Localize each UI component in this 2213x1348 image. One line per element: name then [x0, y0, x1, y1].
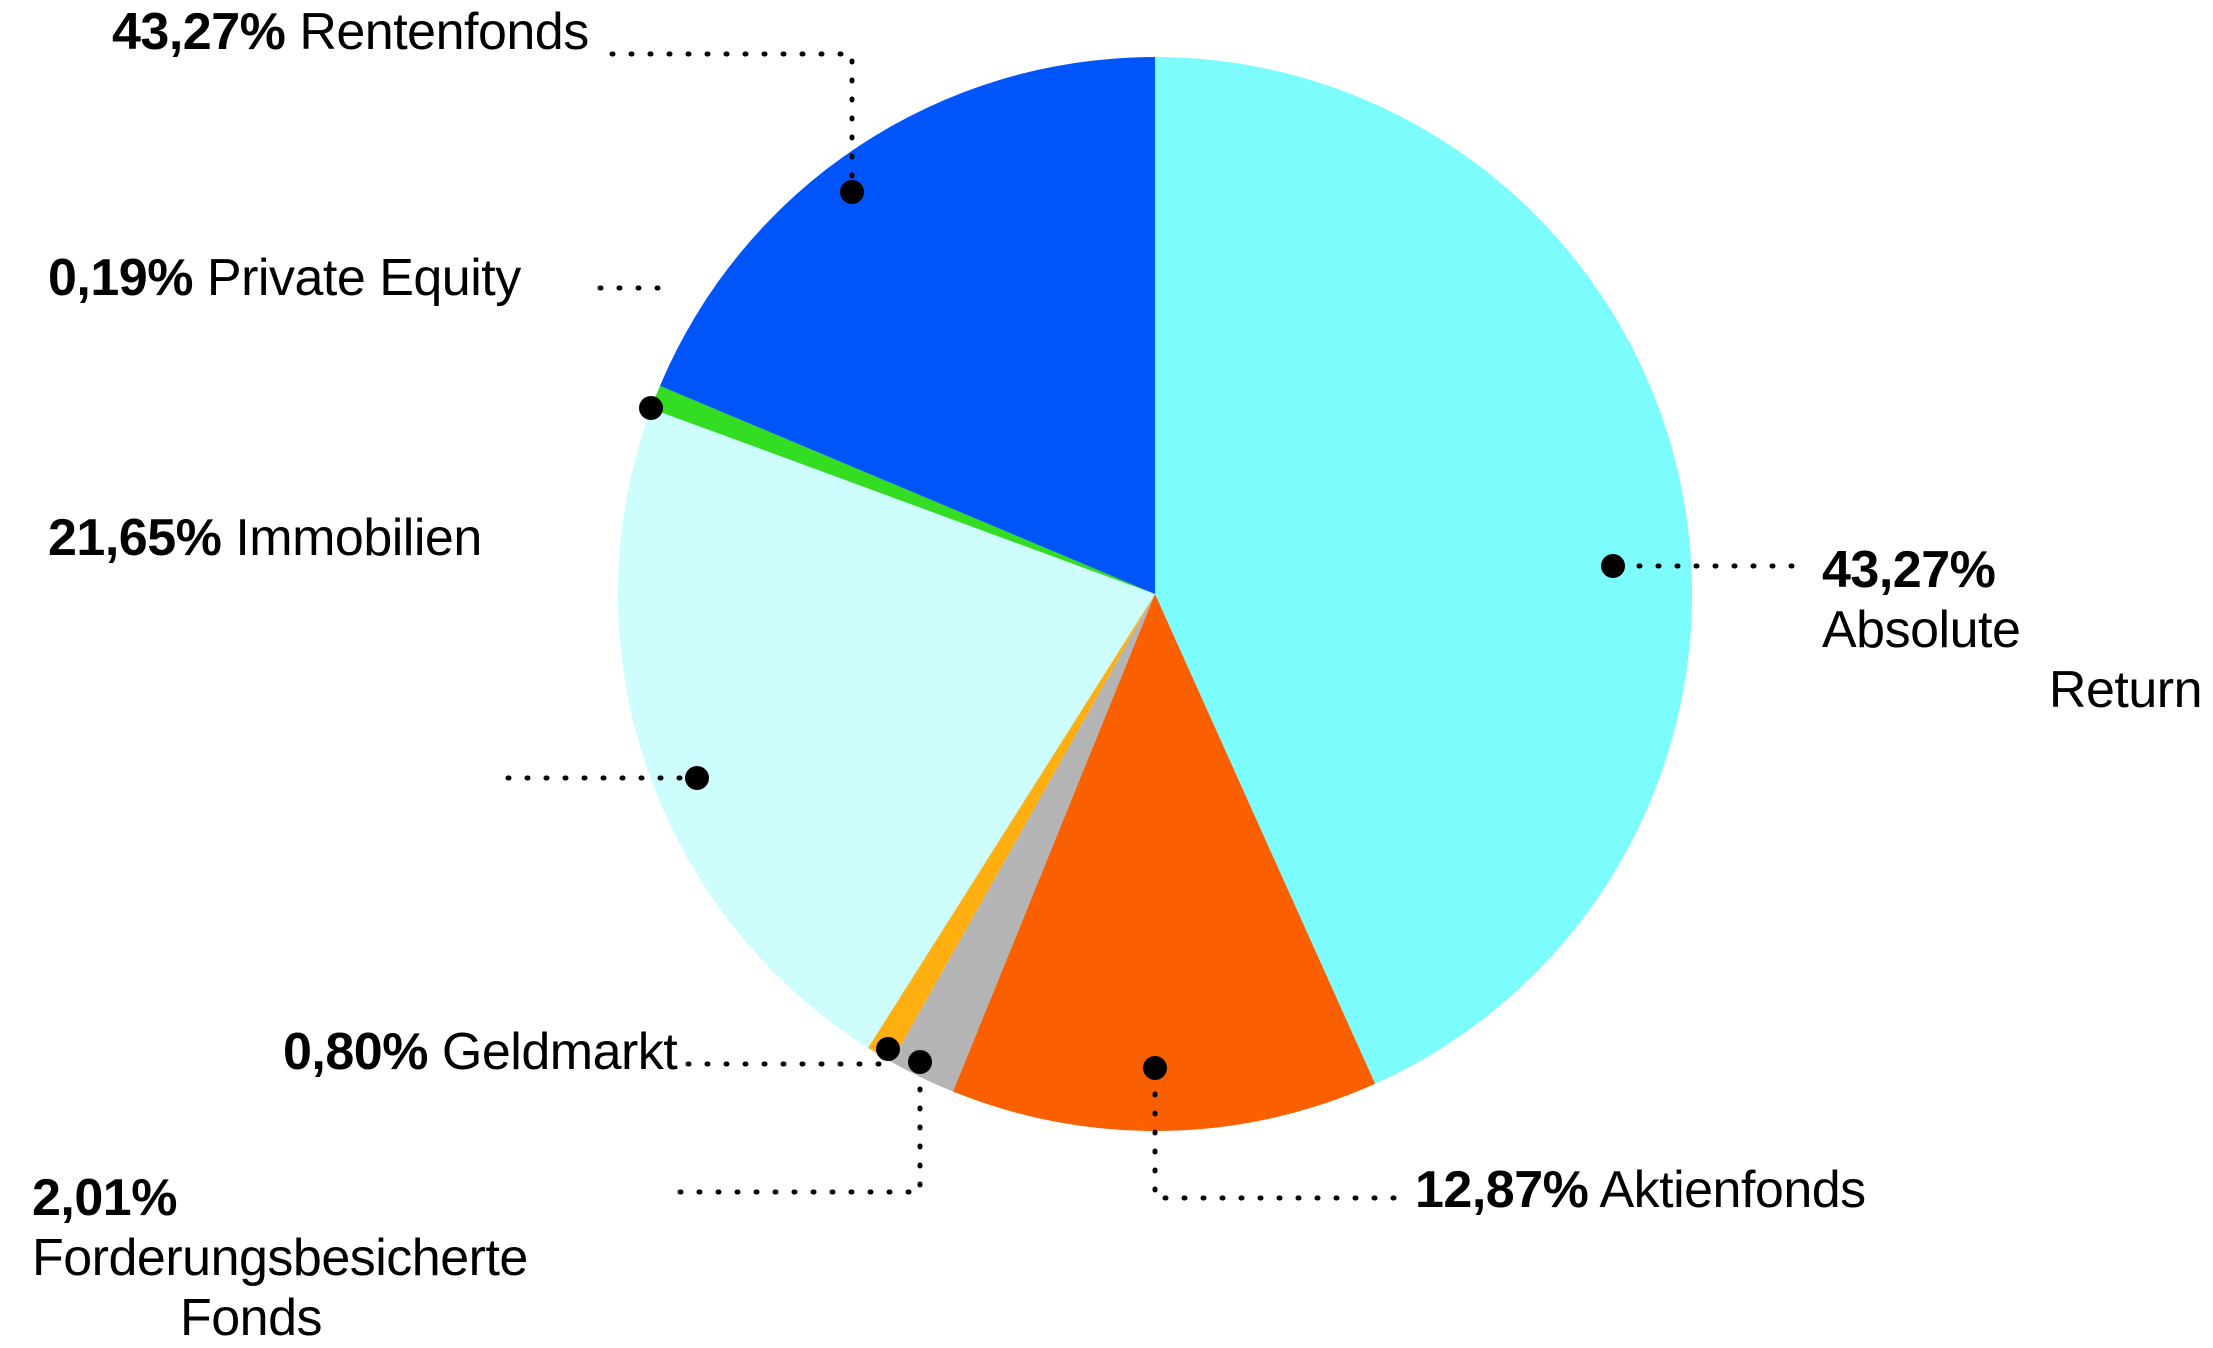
pie-label-absolute-return-name-line2: Return	[2048, 661, 2203, 719]
pie-slice-forderungsbesicherte-fonds[interactable]	[891, 594, 1155, 1092]
pie-slice-aktienfonds[interactable]	[952, 594, 1376, 1132]
pie-label-geldmarkt-name: Geldmarkt	[441, 1023, 678, 1081]
pie-label-rentenfonds-percent: 43,27%	[112, 3, 286, 61]
pie-slice-absolute-return[interactable]	[1155, 57, 1693, 1084]
leader-dot-immobilien	[685, 766, 709, 790]
pie-label-aktienfonds: 12,87% Aktienfonds	[1415, 1160, 1866, 1220]
pie-slice-rentenfonds[interactable]	[659, 57, 1155, 594]
pie-chart-svg	[505, 51, 1803, 1201]
pie-label-private-equity-percent: 0,19%	[48, 249, 193, 307]
pie-label-geldmarkt-percent: 0,80%	[283, 1023, 428, 1081]
leader-dot-absolute-return	[1601, 554, 1625, 578]
pie-label-private-equity-name: Private Equity	[206, 249, 521, 307]
pie-label-forderungsbesicherte-fonds: 2,01% Forderungsbesicherte Fonds	[32, 1168, 672, 1348]
pie-label-absolute-return-percent: 43,27%	[1822, 541, 1996, 599]
pie-slice-private-equity[interactable]	[651, 385, 1155, 594]
pie-label-geldmarkt: 0,80% Geldmarkt	[283, 1022, 678, 1082]
pie-label-rentenfonds-name: Rentenfonds	[299, 3, 589, 61]
pie-label-private-equity: 0,19% Private Equity	[48, 248, 521, 308]
pie-label-absolute-return-name-line1: Absolute	[1822, 601, 2021, 659]
pie-slice-immobilien[interactable]	[617, 408, 1155, 1048]
pie-label-immobilien-name: Immobilien	[235, 509, 482, 567]
leader-line-forderungsbesicherte-fonds	[677, 1077, 923, 1195]
leader-dot-private-equity	[639, 396, 663, 420]
leader-dot-forderungsbesicherte-fonds	[908, 1050, 932, 1074]
leader-dot-rentenfonds	[840, 180, 864, 204]
pie-label-forderungsbesicherte-fonds-name-line1: Forderungsbesicherte	[32, 1229, 528, 1287]
pie-label-rentenfonds: 43,27% Rentenfonds	[112, 2, 589, 62]
pie-label-immobilien-percent: 21,65%	[48, 509, 222, 567]
leader-line-group	[505, 51, 1803, 1201]
pie-slice-geldmarkt[interactable]	[868, 594, 1155, 1062]
pie-slice-group	[617, 57, 1693, 1132]
leader-line-rentenfonds	[609, 51, 855, 189]
leader-dot-aktienfonds	[1143, 1056, 1167, 1080]
leader-dot-group	[639, 180, 1625, 1080]
pie-label-forderungsbesicherte-fonds-name-line2: Fonds	[180, 1289, 323, 1347]
pie-label-aktienfonds-percent: 12,87%	[1415, 1161, 1589, 1219]
pie-label-forderungsbesicherte-fonds-percent: 2,01%	[32, 1169, 177, 1227]
pie-chart: 43,27% Rentenfonds 0,19% Private Equity …	[32, 2, 2203, 1347]
pie-label-immobilien: 21,65% Immobilien	[48, 508, 482, 568]
leader-dot-geldmarkt	[876, 1037, 900, 1061]
leader-line-aktienfonds	[1152, 1072, 1403, 1201]
pie-label-absolute-return: 43,27% Absolute Return	[1822, 540, 2203, 720]
pie-label-aktienfonds-name: Aktienfonds	[1599, 1161, 1866, 1219]
